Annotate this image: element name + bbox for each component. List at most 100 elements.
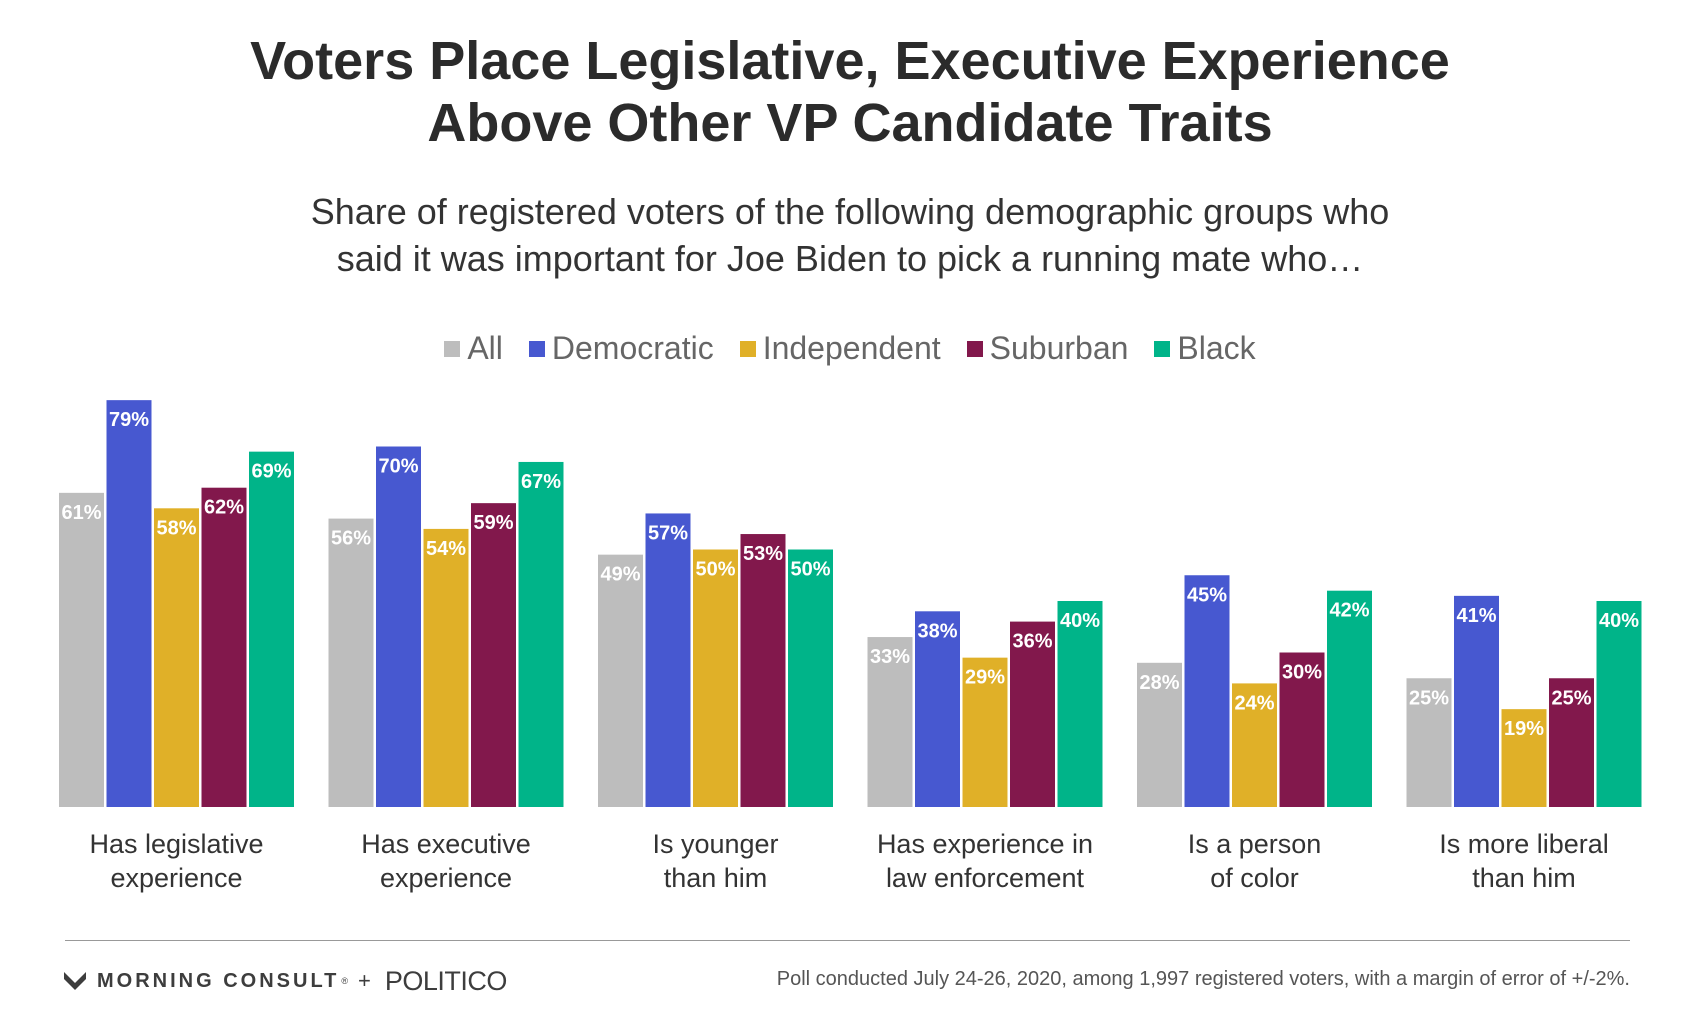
bar-all-is-younger-than-him xyxy=(598,554,643,807)
data-label-all-has-legislative-experience: 61% xyxy=(61,502,101,524)
data-label-democratic-has-experience-in-law-enforcement: 38% xyxy=(917,620,957,642)
bar-black-is-a-person-of-color xyxy=(1327,590,1372,807)
bar-independent-is-younger-than-him xyxy=(693,549,738,807)
data-label-suburban-is-more-liberal-than-him: 25% xyxy=(1551,687,1591,709)
bar-suburban-has-legislative-experience xyxy=(201,487,247,807)
legend-swatch-suburban xyxy=(966,340,983,357)
data-label-independent-has-executive-experience: 54% xyxy=(426,538,466,560)
bar-group-is-a-person-of-color: 28% 45% 24% 30% 42% Is a person of color xyxy=(1137,575,1372,893)
politico-wordmark: POLITICO xyxy=(384,965,508,996)
legend-item-black: Black xyxy=(1154,330,1256,367)
footer-divider xyxy=(65,940,1630,941)
bar-democratic-has-executive-experience xyxy=(376,446,421,807)
legend-swatch-democratic xyxy=(528,340,545,357)
legend-item-democratic: Democratic xyxy=(528,330,714,367)
bar-suburban-has-experience-in-law-enforcement xyxy=(1010,621,1055,807)
bar-group-is-younger-than-him: 49% 57% 50% 53% 50% Is younger than him xyxy=(598,513,833,893)
legend-label-democratic: Democratic xyxy=(551,330,714,366)
bar-black-is-more-liberal-than-him xyxy=(1596,601,1642,807)
data-label-all-has-experience-in-law-enforcement: 33% xyxy=(870,646,910,668)
data-label-democratic-has-legislative-experience: 79% xyxy=(109,409,149,431)
category-label-is-more-liberal-than-him-line-2: than him xyxy=(1472,863,1576,893)
bar-all-is-a-person-of-color xyxy=(1137,662,1182,807)
bar-democratic-has-experience-in-law-enforcement xyxy=(915,611,960,807)
category-label-has-executive-experience-line-2: experience xyxy=(380,863,512,893)
data-label-suburban-is-younger-than-him: 53% xyxy=(743,543,783,565)
chart-subtitle: Share of registered voters of the follow… xyxy=(0,188,1700,282)
bar-group-has-executive-experience: 56% 70% 54% 59% 67% Has executive experience xyxy=(328,446,564,893)
bar-all-is-more-liberal-than-him xyxy=(1406,678,1452,807)
legend-item-all: All xyxy=(444,330,503,367)
source-note: Poll conducted July 24-26, 2020, among 1… xyxy=(776,968,1630,990)
chart-subtitle-line-2: said it was important for Joe Biden to p… xyxy=(336,238,1364,279)
bar-independent-is-more-liberal-than-him xyxy=(1501,709,1547,807)
data-label-black-is-more-liberal-than-him: 40% xyxy=(1599,610,1639,632)
category-label-is-younger-than-him-line-2: than him xyxy=(664,863,768,893)
bar-independent-has-executive-experience xyxy=(423,528,469,807)
data-label-all-is-younger-than-him: 49% xyxy=(600,564,640,586)
bar-all-has-executive-experience xyxy=(328,518,374,807)
data-label-black-has-experience-in-law-enforcement: 40% xyxy=(1060,610,1100,632)
data-label-black-has-legislative-experience: 69% xyxy=(251,461,291,483)
data-label-all-has-executive-experience: 56% xyxy=(331,528,371,550)
category-label-has-executive-experience-line-1: Has executive xyxy=(361,829,531,859)
chart-title: Voters Place Legislative, Executive Expe… xyxy=(0,30,1700,154)
morning-consult-logo-icon xyxy=(64,972,86,990)
brand-plus: + xyxy=(358,968,371,993)
data-label-independent-is-a-person-of-color: 24% xyxy=(1234,692,1274,714)
data-label-democratic-is-more-liberal-than-him: 41% xyxy=(1456,605,1496,627)
bar-suburban-has-executive-experience xyxy=(471,503,516,807)
category-label-has-legislative-experience-line-1: Has legislative xyxy=(89,829,263,859)
bar-group-has-experience-in-law-enforcement: 33% 38% 29% 36% 40% Has experience in law enfo… xyxy=(867,601,1103,893)
legend-swatch-all xyxy=(444,340,461,357)
category-label-is-younger-than-him-line-1: Is younger xyxy=(652,829,778,859)
registered-mark: ® xyxy=(341,976,349,986)
data-label-suburban-has-legislative-experience: 62% xyxy=(204,497,244,519)
data-label-independent-is-younger-than-him: 50% xyxy=(695,559,735,581)
bar-black-has-experience-in-law-enforcement xyxy=(1057,601,1103,807)
legend-swatch-independent xyxy=(739,340,756,357)
data-label-democratic-is-a-person-of-color: 45% xyxy=(1187,584,1227,606)
legend-label-independent: Independent xyxy=(762,330,941,366)
bar-independent-is-a-person-of-color xyxy=(1232,683,1277,807)
bar-suburban-is-younger-than-him xyxy=(740,534,786,807)
legend-label-all: All xyxy=(467,330,503,366)
data-label-democratic-is-younger-than-him: 57% xyxy=(648,522,688,544)
bar-group-has-legislative-experience: 61% 79% 58% 62% 69% Has legislative experience xyxy=(59,400,294,893)
bar-black-is-younger-than-him xyxy=(788,549,833,807)
chart-title-line-1: Voters Place Legislative, Executive Expe… xyxy=(250,31,1450,91)
bar-all-has-legislative-experience xyxy=(59,492,104,807)
bar-chart: 61% 79% 58% 62% 69% Has legislative experience… xyxy=(59,400,1642,893)
brand-logos: MORNING CONSULT ® + POLITICO xyxy=(63,964,507,998)
bar-democratic-has-legislative-experience xyxy=(106,400,152,807)
data-label-black-is-younger-than-him: 50% xyxy=(790,559,830,581)
chart-title-line-2: Above Other VP Candidate Traits xyxy=(427,93,1273,153)
data-label-democratic-has-executive-experience: 70% xyxy=(378,456,418,478)
bar-independent-has-legislative-experience xyxy=(154,508,199,807)
category-label-is-a-person-of-color-line-1: Is a person xyxy=(1188,829,1322,859)
bar-democratic-is-more-liberal-than-him xyxy=(1454,595,1499,807)
category-label-has-experience-in-law-enforcement-line-1: Has experience in xyxy=(877,829,1093,859)
category-label-is-more-liberal-than-him-line-1: Is more liberal xyxy=(1439,829,1609,859)
bar-democratic-is-a-person-of-color xyxy=(1184,575,1230,807)
data-label-independent-has-experience-in-law-enforcement: 29% xyxy=(965,667,1005,689)
data-label-all-is-a-person-of-color: 28% xyxy=(1139,672,1179,694)
legend-label-black: Black xyxy=(1177,330,1256,366)
morning-consult-wordmark: MORNING CONSULT xyxy=(97,969,340,992)
data-label-all-is-more-liberal-than-him: 25% xyxy=(1409,687,1449,709)
data-label-suburban-is-a-person-of-color: 30% xyxy=(1282,662,1322,684)
data-label-suburban-has-experience-in-law-enforcement: 36% xyxy=(1012,631,1052,653)
bar-black-has-legislative-experience xyxy=(249,451,294,807)
data-label-black-is-a-person-of-color: 42% xyxy=(1329,600,1369,622)
data-label-independent-has-legislative-experience: 58% xyxy=(156,517,196,539)
legend-label-suburban: Suburban xyxy=(989,330,1129,366)
legend-item-suburban: Suburban xyxy=(966,330,1129,367)
chart-subtitle-line-1: Share of registered voters of the follow… xyxy=(310,191,1390,232)
data-label-black-has-executive-experience: 67% xyxy=(521,471,561,493)
category-label-has-legislative-experience-line-2: experience xyxy=(110,863,242,893)
bar-all-has-experience-in-law-enforcement xyxy=(867,637,913,807)
bar-group-is-more-liberal-than-him: 25% 41% 19% 25% 40% Is more liberal than him xyxy=(1406,595,1642,893)
bar-suburban-is-a-person-of-color xyxy=(1279,652,1325,807)
bar-black-has-executive-experience xyxy=(518,461,564,807)
legend-swatch-black xyxy=(1154,340,1171,357)
